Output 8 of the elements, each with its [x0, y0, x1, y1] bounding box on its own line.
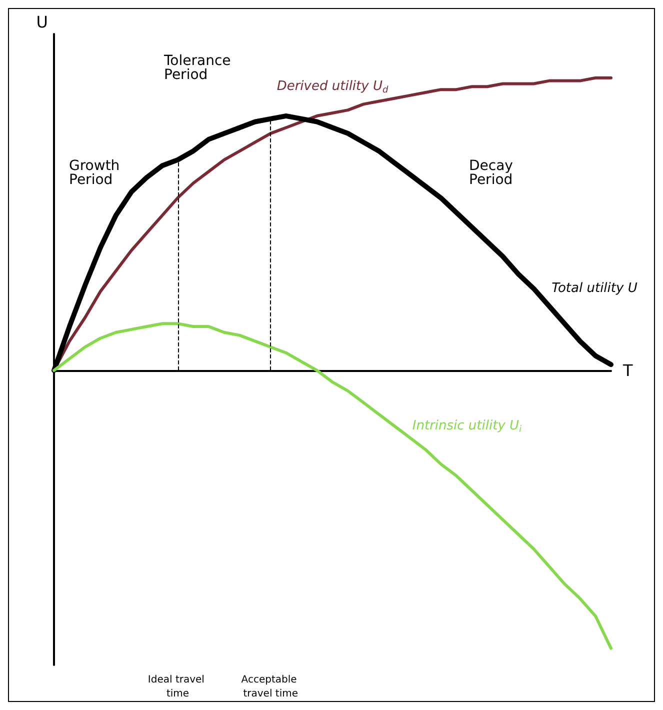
x-axis-title: T	[622, 360, 633, 380]
annotation: Decay Period	[469, 158, 518, 188]
annotation: Growth Period	[69, 158, 124, 188]
annotation: Tolerance Period	[163, 53, 236, 83]
x-tick-label: Ideal travel time	[148, 674, 208, 700]
x-tick-label: Acceptable travel time	[241, 674, 300, 700]
y-axis-title: U	[36, 12, 48, 32]
series-label: Total utility U	[552, 281, 638, 296]
